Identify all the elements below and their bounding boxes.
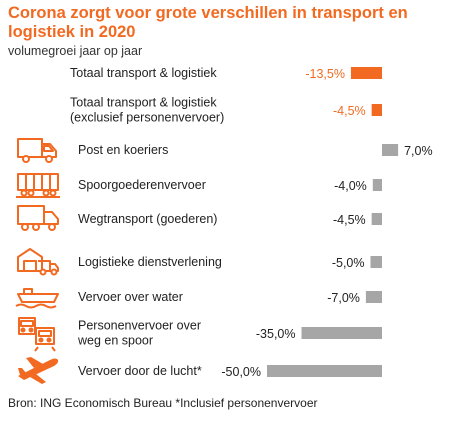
airplane-icon <box>18 357 59 384</box>
category-label: Logistieke dienstverlening <box>78 255 222 269</box>
bar-row: Vervoer door de lucht* -50,0% <box>18 357 382 384</box>
category-label: Post en koeriers <box>78 143 168 157</box>
data-label: -35,0% <box>256 327 296 341</box>
bar-row: Totaal transport & logistiek -13,5% <box>70 66 382 81</box>
data-label: 7,0% <box>404 144 433 158</box>
category-label: Vervoer door de lucht* <box>78 364 202 378</box>
bar-row: Totaal transport & logistiek(exclusief p… <box>70 96 382 125</box>
bus-train-icon <box>18 317 56 352</box>
data-label: -50,0% <box>221 365 261 379</box>
bar <box>350 67 382 79</box>
data-label: -4,5% <box>333 104 366 118</box>
bar-row: Post en koeriers 7,0% <box>17 138 433 163</box>
truck-icon <box>17 205 59 231</box>
bar-row: Logistieke dienstverlening -5,0% <box>17 248 382 276</box>
bar-row: Wegtransport (goederen) -4,5% <box>17 205 382 231</box>
bar <box>371 104 382 116</box>
category-label: Vervoer over water <box>78 290 183 304</box>
chart-title: Corona zorgt voor grote verschillen in t… <box>8 4 408 41</box>
category-label: Personenvervoer over <box>78 319 201 333</box>
category-label: Wegtransport (goederen) <box>78 212 217 226</box>
source-note: Bron: ING Economisch Bureau *Inclusief p… <box>8 396 318 410</box>
bar-row: Vervoer over water -7,0% <box>15 288 382 309</box>
data-label: -4,0% <box>334 179 367 193</box>
data-label: -4,5% <box>333 213 366 227</box>
data-label: -7,0% <box>327 291 360 305</box>
warehouse-icon <box>17 248 59 276</box>
bar <box>372 179 382 191</box>
data-label: -5,0% <box>332 256 365 270</box>
category-label: (exclusief personenvervoer) <box>70 111 224 125</box>
freight-train-icon <box>15 173 61 198</box>
ship-icon <box>15 288 59 309</box>
bar-row: Spoorgoederenvervoer -4,0% <box>15 173 382 198</box>
data-label: -13,5% <box>305 67 345 81</box>
bar <box>371 213 382 225</box>
category-label: Totaal transport & logistiek <box>70 96 217 110</box>
category-label: weg en spoor <box>77 334 153 348</box>
bar <box>267 365 382 377</box>
chart-subtitle: volumegroei jaar op jaar <box>8 44 143 58</box>
bar <box>365 291 382 303</box>
delivery-van-icon <box>17 138 57 163</box>
bar <box>370 256 382 268</box>
bar <box>301 327 382 339</box>
category-label: Spoorgoederenvervoer <box>78 178 206 192</box>
category-label: Totaal transport & logistiek <box>70 66 217 80</box>
bar <box>382 144 399 156</box>
